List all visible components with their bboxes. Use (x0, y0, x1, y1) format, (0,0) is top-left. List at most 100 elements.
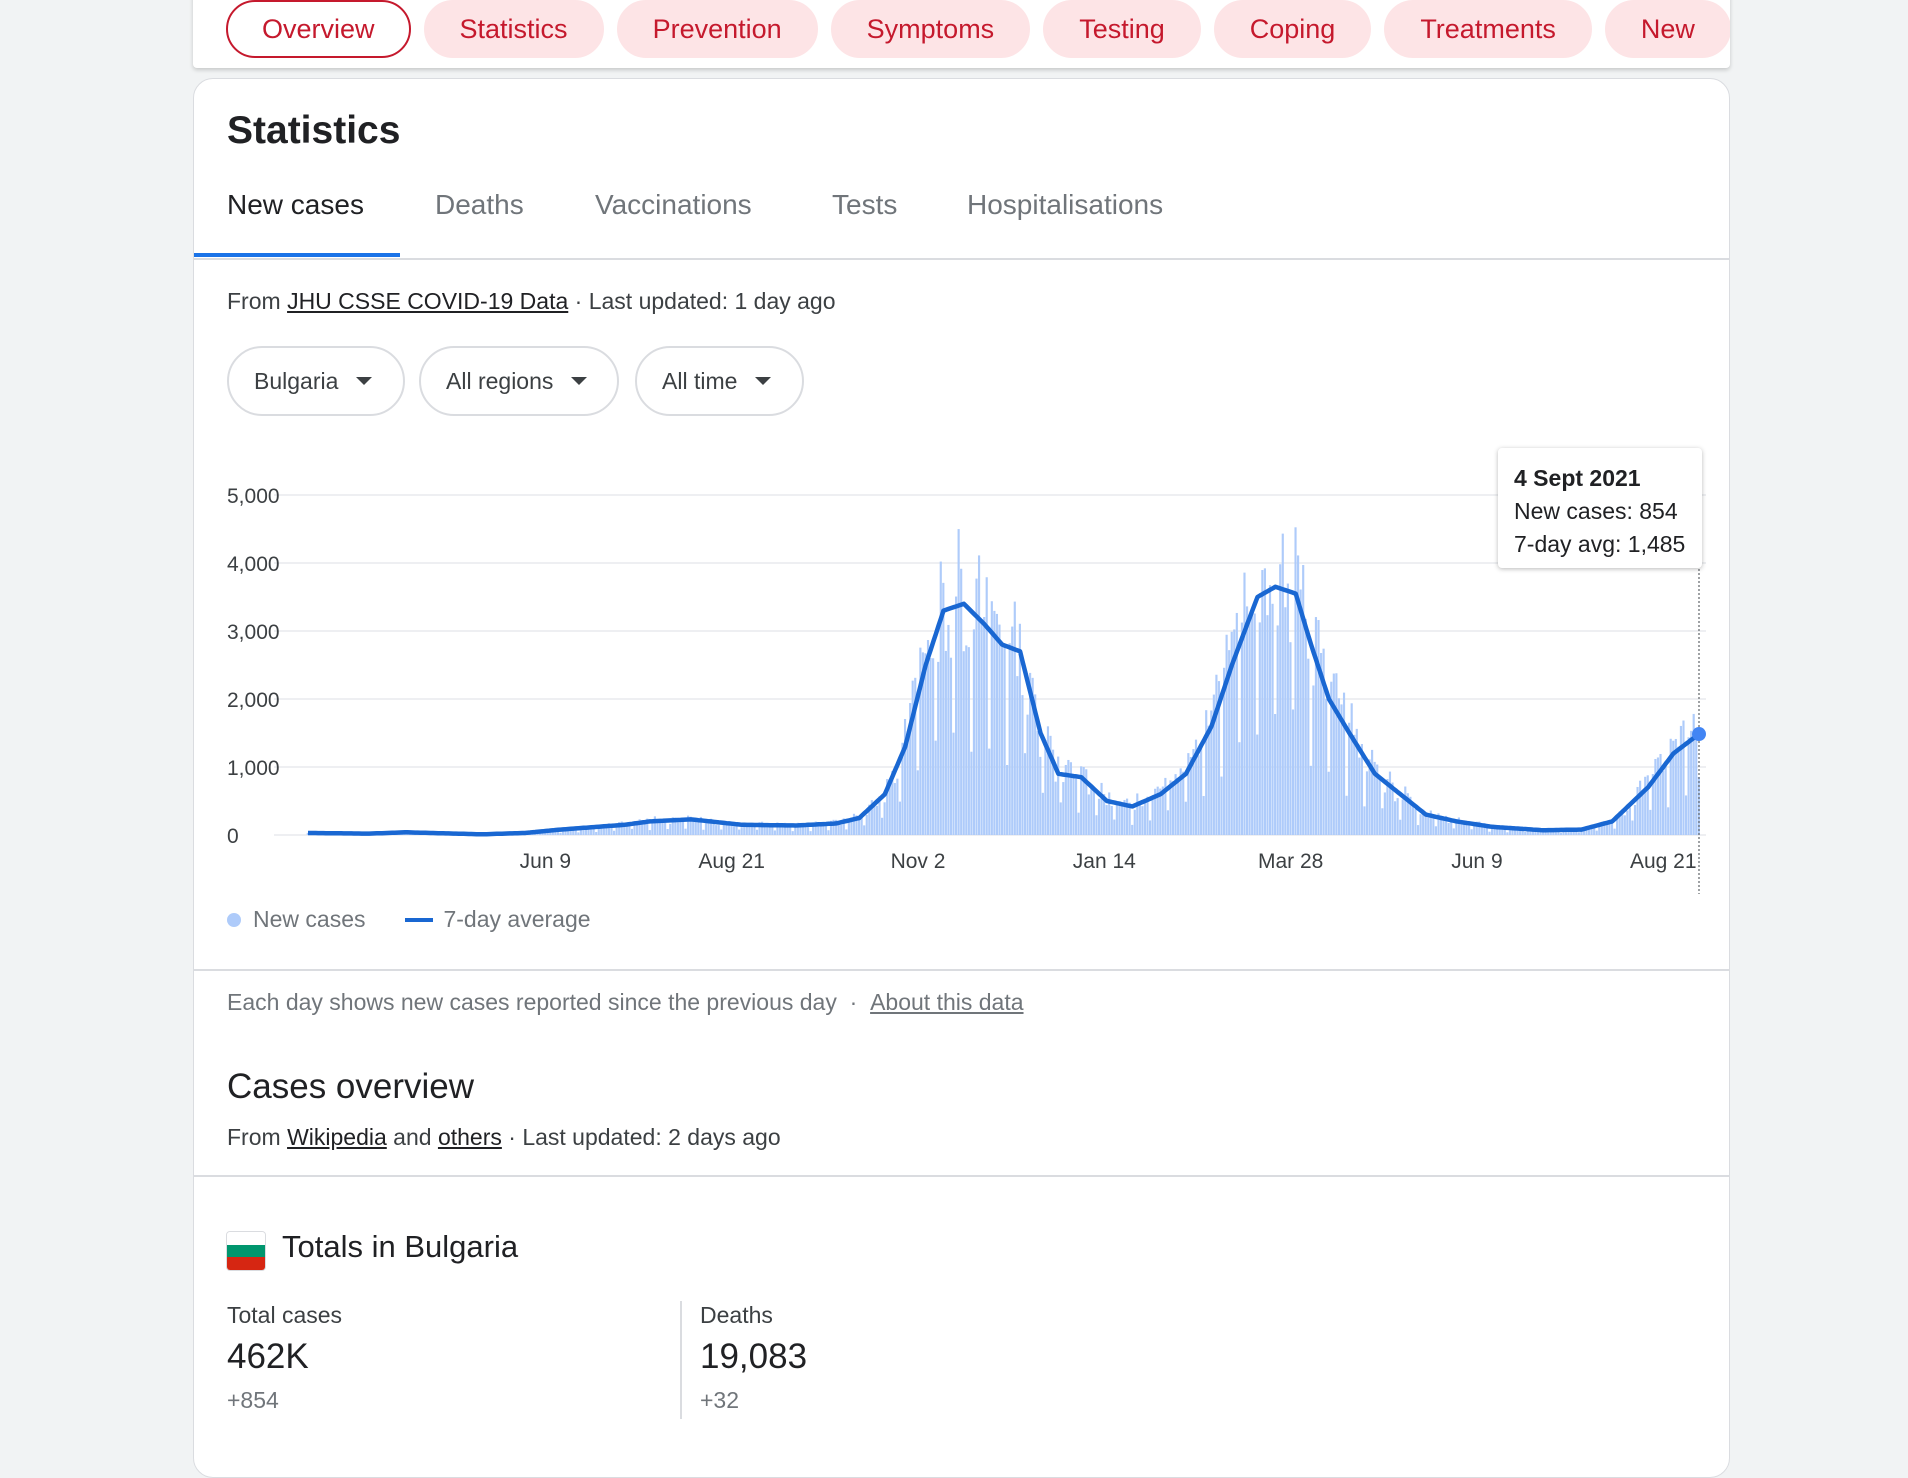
new-cases-bar (1279, 564, 1281, 835)
new-cases-bar (559, 833, 561, 835)
wikipedia-link[interactable]: Wikipedia (287, 1124, 387, 1150)
topic-chip-testing[interactable]: Testing (1043, 0, 1201, 58)
others-link[interactable]: others (438, 1124, 502, 1150)
new-cases-bar (738, 830, 740, 835)
new-cases-bar (924, 653, 926, 835)
new-cases-bar (1136, 793, 1138, 835)
cases-overview-title: Cases overview (227, 1067, 474, 1107)
topic-chip-overview[interactable]: Overview (226, 0, 411, 58)
tooltip-new-cases: New cases: 854 (1514, 495, 1686, 528)
new-cases-bar (1113, 820, 1115, 835)
new-cases-bar (1606, 824, 1608, 835)
new-cases-bar (1366, 771, 1368, 835)
new-cases-bar (1343, 693, 1345, 835)
new-cases-bar (845, 829, 847, 835)
new-cases-bar (912, 681, 914, 835)
new-cases-bar (1488, 832, 1490, 835)
new-cases-bar (894, 783, 896, 835)
deaths-value: 19,083 (700, 1337, 807, 1377)
new-cases-bar (713, 823, 715, 835)
new-cases-bar (741, 827, 743, 835)
new-cases-bar (899, 802, 901, 835)
new-cases-bar (1690, 731, 1692, 835)
new-cases-bar (1261, 570, 1263, 835)
new-cases-bar (810, 831, 812, 835)
new-cases-bar (1220, 777, 1222, 835)
new-cases-bar (876, 806, 878, 835)
new-cases-bar (1274, 714, 1276, 835)
x-tick-label: Aug 21 (698, 850, 765, 873)
chart-tooltip: 4 Sept 2021 New cases: 854 7-day avg: 1,… (1498, 448, 1702, 568)
new-cases-bar (927, 640, 929, 835)
new-cases-bar (960, 569, 962, 835)
topic-chip-statistics[interactable]: Statistics (424, 0, 604, 58)
new-cases-bar (1596, 831, 1598, 835)
new-cases-bar (940, 562, 942, 835)
new-cases-bar (682, 822, 684, 835)
new-cases-bar (1121, 803, 1123, 835)
new-cases-bar (1417, 825, 1419, 835)
new-cases-bar (1353, 735, 1355, 835)
flag-stripe-red (227, 1257, 265, 1270)
new-cases-bar (1371, 750, 1373, 835)
new-cases-bar (1021, 695, 1023, 835)
new-cases-bar (684, 829, 686, 835)
new-cases-bar (993, 611, 995, 835)
new-cases-bar (667, 829, 669, 835)
new-cases-bar (996, 614, 998, 835)
new-cases-bar (1386, 779, 1388, 835)
new-cases-bar (1631, 821, 1633, 835)
new-cases-bar (932, 658, 934, 835)
new-cases-bar (1271, 604, 1273, 835)
new-cases-bar (1312, 685, 1314, 835)
new-cases-bar (792, 831, 794, 835)
new-cases-bar (1246, 606, 1248, 835)
x-tick-label: Jan 14 (1073, 850, 1136, 873)
new-cases-bar (1167, 810, 1169, 835)
new-cases-bar (651, 822, 653, 835)
new-cases-bar (1616, 819, 1618, 835)
new-cases-bar (881, 818, 883, 835)
new-cases-bar (958, 529, 960, 835)
new-cases-bar (863, 825, 865, 835)
new-cases-bar (1067, 760, 1069, 835)
new-cases-bar (1302, 565, 1304, 835)
topic-chip-prevention[interactable]: Prevention (617, 0, 818, 58)
new-cases-bar (988, 749, 990, 835)
chart-legend: New cases 7-day average (227, 906, 591, 933)
new-cases-bar (1682, 721, 1684, 835)
bulgaria-flag-icon (227, 1232, 265, 1270)
new-cases-bar (1346, 796, 1348, 835)
new-cases-bar (1315, 617, 1317, 835)
topic-chip-new[interactable]: New (1605, 0, 1730, 58)
new-cases-bar (1131, 825, 1133, 835)
new-cases-bar (695, 821, 697, 835)
flag-stripe-white (227, 1232, 265, 1245)
topic-chip-coping[interactable]: Coping (1214, 0, 1372, 58)
topic-chip-treatments[interactable]: Treatments (1384, 0, 1592, 58)
about-data-link[interactable]: About this data (870, 989, 1023, 1015)
new-cases-bar (1292, 709, 1294, 835)
new-cases-bar (1305, 619, 1307, 835)
statistics-card: Statistics New cases Deaths Vaccinations… (193, 78, 1730, 1478)
new-cases-bar (1317, 620, 1319, 835)
new-cases-bar (1055, 782, 1057, 835)
new-cases-bar (1435, 826, 1437, 835)
new-cases-bar (1093, 791, 1095, 835)
new-cases-bar (1560, 833, 1562, 835)
new-cases-legend-swatch (227, 913, 241, 927)
topic-chip-symptoms[interactable]: Symptoms (831, 0, 1031, 58)
new-cases-bar (718, 825, 720, 835)
y-tick-label: 0 (227, 825, 239, 848)
new-cases-bar (1070, 762, 1072, 835)
new-cases-bar (1203, 796, 1205, 835)
new-cases-bar (1328, 772, 1330, 835)
new-cases-bar (917, 770, 919, 835)
new-cases-bar (1695, 733, 1697, 835)
new-cases-bar (1351, 703, 1353, 835)
new-cases-bar (1152, 797, 1154, 835)
new-cases-bar (774, 830, 776, 835)
new-cases-bar (1111, 806, 1113, 835)
new-cases-bar (1200, 749, 1202, 835)
new-cases-bar (1657, 757, 1659, 835)
